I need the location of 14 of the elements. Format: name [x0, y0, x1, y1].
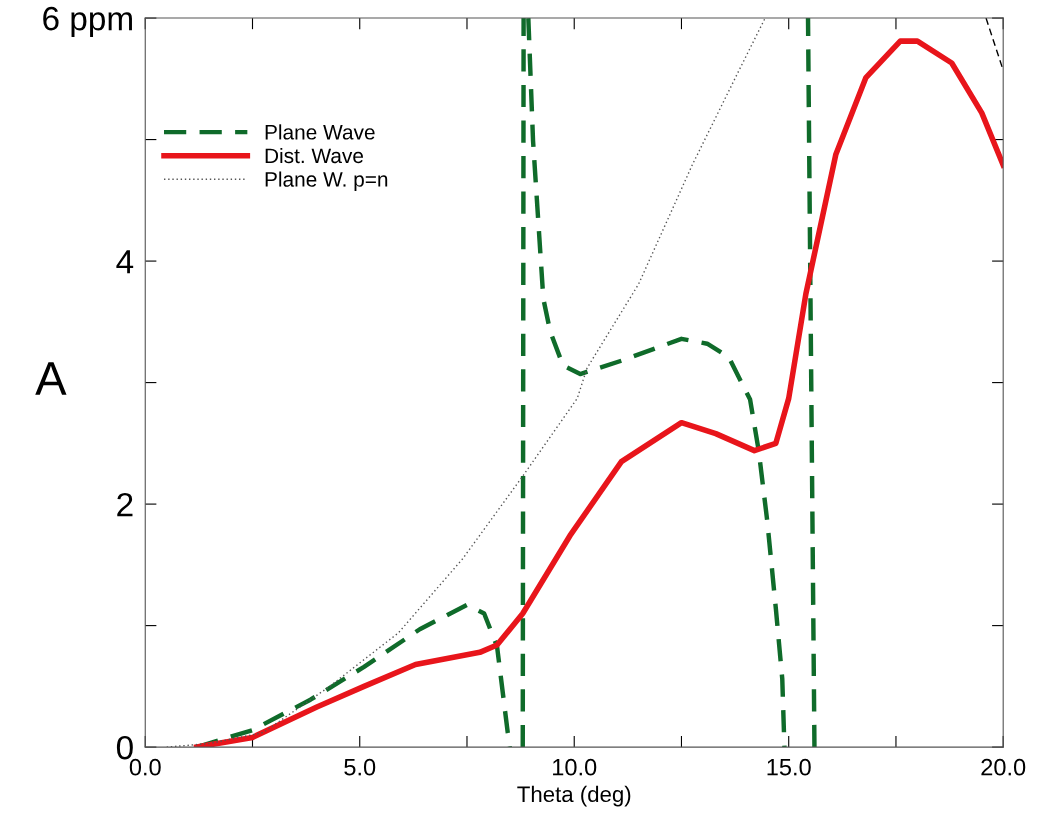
x-axis-title: Theta (deg) — [517, 785, 631, 807]
x-tick-label: 0.0 — [129, 758, 161, 776]
y-tick-label: 2 — [117, 492, 133, 517]
legend-label: Plane W. p=n — [265, 171, 388, 191]
x-tick-label: 5.0 — [344, 758, 376, 776]
x-tick-label: 15.0 — [767, 758, 811, 776]
legend-label: Dist. Wave — [265, 147, 364, 164]
y-axis-title: A — [35, 362, 67, 395]
legend-label: Plane Wave — [265, 124, 375, 140]
x-tick-label: 20.0 — [981, 758, 1026, 776]
x-tick-label: 10.0 — [553, 758, 597, 776]
y-tick-label: 6 ppm — [43, 6, 132, 38]
y-tick-label: 4 — [116, 250, 134, 274]
y-tick-label: 0 — [116, 735, 133, 760]
